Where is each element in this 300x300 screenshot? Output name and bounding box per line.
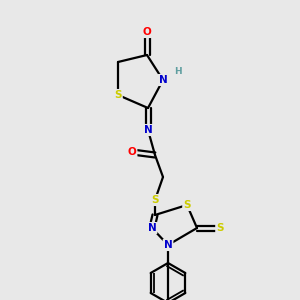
Text: S: S — [216, 223, 224, 233]
Text: S: S — [151, 195, 159, 205]
Text: H: H — [174, 68, 182, 76]
Text: S: S — [183, 200, 191, 210]
Text: O: O — [142, 27, 152, 37]
Text: N: N — [148, 223, 156, 233]
Text: S: S — [114, 90, 122, 100]
Text: N: N — [159, 75, 167, 85]
Text: O: O — [128, 147, 136, 157]
Text: N: N — [144, 125, 152, 135]
Text: N: N — [164, 240, 172, 250]
